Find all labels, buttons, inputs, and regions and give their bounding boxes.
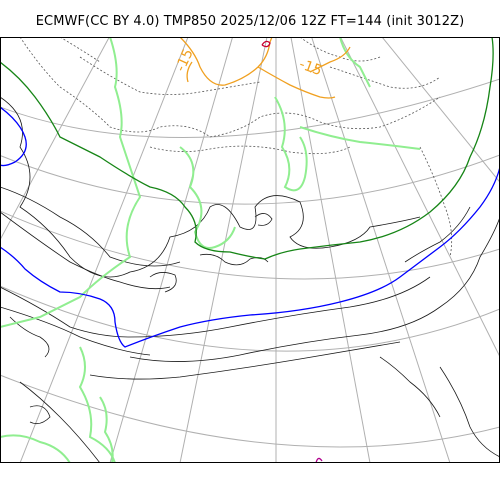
longitude-line [290,37,371,463]
coastline [379,356,441,418]
contour-line [257,66,336,99]
contour-line [419,146,453,258]
contour-line [99,396,114,463]
contour-line [0,434,71,463]
minus15-contours [179,37,351,99]
contour-line [339,37,371,88]
contour-line [329,66,441,89]
coastlines [0,96,500,463]
longitude-line [0,37,110,241]
contour-line [315,457,323,463]
contour-line [274,96,308,192]
contour-line [0,37,494,260]
graticule [0,37,500,463]
longitude-line [311,37,451,463]
contour-line [179,37,273,86]
coastline [9,316,50,358]
weather-map: -15 -15 [0,37,500,463]
longitude-line [109,37,234,463]
latitude-line [0,154,500,205]
contour-line [59,37,101,63]
coastline [129,216,500,362]
coastline [149,272,177,293]
chart-title: ECMWF(CC BY 4.0) TMP850 2025/12/06 12Z F… [35,14,465,29]
latitude-line [0,374,500,448]
minus30-contours [261,40,271,48]
longitude-line [339,37,500,359]
coastline [19,381,101,463]
contour-line [0,37,142,328]
latitude-line [0,78,500,138]
contour-line [309,46,351,73]
contour-line [261,40,271,48]
coastline [0,276,431,338]
contour-line [186,61,193,83]
coastline [254,213,273,226]
dark-green-contours [0,37,494,260]
contour-line [299,126,421,150]
purple-contours [315,457,323,463]
contour-line [149,145,351,155]
longitude-line [179,37,268,463]
contour-line [78,346,116,463]
coastline [0,186,181,267]
contour-line [79,56,261,95]
coastline [0,306,151,356]
coastline [439,366,500,458]
light-green-contours [0,37,421,463]
latitude-line [0,210,500,280]
coastline [29,405,51,425]
coastline [0,211,171,290]
coastline [89,341,401,380]
longitude-line [19,37,189,463]
contour-line [0,166,500,348]
contour-line [179,146,236,249]
contour-label: -15 [297,56,324,79]
contour-line [0,106,27,167]
blue-contours [0,106,500,348]
coastline [404,206,471,263]
coastline [0,96,421,278]
